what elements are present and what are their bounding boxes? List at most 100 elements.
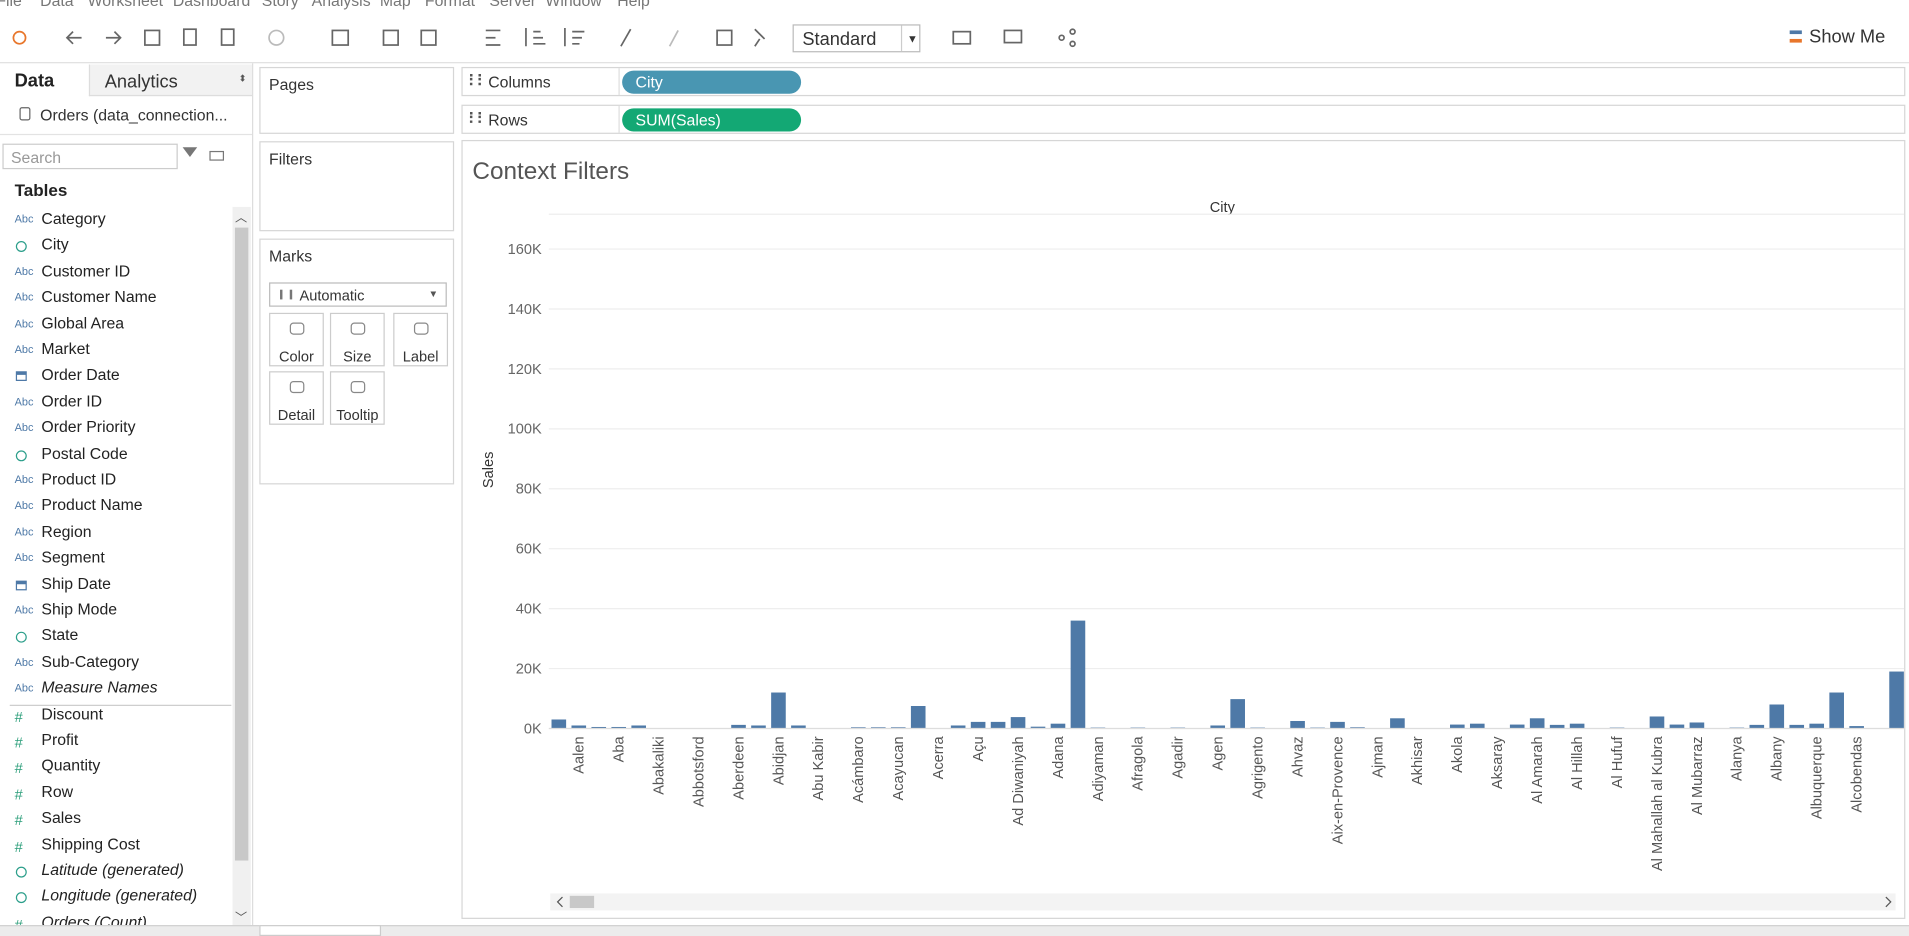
field[interactable]: Measure Names <box>41 678 158 697</box>
field[interactable]: Customer ID <box>41 261 131 280</box>
x-tick-label: Al Hillah <box>1570 736 1586 790</box>
analytics-tab[interactable]: Analytics <box>104 71 178 93</box>
y-axis-title: Sales <box>481 452 497 489</box>
menu-item[interactable]: Story <box>261 0 299 10</box>
field[interactable]: Customer Name <box>41 287 157 306</box>
field[interactable]: Order Date <box>41 365 120 384</box>
field[interactable]: Segment <box>41 547 105 567</box>
toolbar: Standard ▼ Show Me <box>0 12 1909 64</box>
field[interactable]: Discount <box>41 704 103 723</box>
field[interactable]: Ship Date <box>41 574 111 593</box>
field[interactable]: Quantity <box>41 756 101 775</box>
field[interactable]: Row <box>41 782 74 801</box>
mark-button[interactable]: Label <box>393 312 449 367</box>
mark-button-label: Tooltip <box>336 406 379 424</box>
menu-item[interactable]: Help <box>617 0 650 10</box>
dropdown-arrow: ▼ <box>428 288 439 300</box>
field[interactable]: State <box>41 626 79 645</box>
menu-item[interactable]: Analysis <box>311 0 371 10</box>
source-icon <box>19 107 31 121</box>
mark-button[interactable]: Tooltip <box>329 371 385 425</box>
bar <box>1569 723 1585 729</box>
x-axis-title: City <box>1210 200 1236 216</box>
menu-item[interactable]: File <box>0 0 22 10</box>
field[interactable]: Latitude (generated) <box>41 860 184 879</box>
field-icon: Abc <box>14 603 34 616</box>
mark-button[interactable]: Size <box>329 312 385 367</box>
field[interactable]: City <box>41 235 69 254</box>
sheet-tab[interactable] <box>259 925 382 936</box>
field[interactable]: Region <box>41 521 92 541</box>
x-tick-label: Agadir <box>1171 736 1187 778</box>
y-tick-label: 40K <box>516 601 542 617</box>
search-box[interactable]: Search <box>2 143 178 170</box>
field[interactable]: Longitude (generated) <box>41 886 198 905</box>
bar <box>1070 620 1086 729</box>
x-tick-label: Albuquerque <box>1810 736 1826 819</box>
field[interactable]: Ship Mode <box>41 600 118 619</box>
date-icon <box>15 371 27 382</box>
scroll-left <box>556 896 563 908</box>
show-me-button[interactable]: Show Me <box>1789 26 1886 48</box>
scroll-down[interactable]: ﹀ <box>234 911 248 926</box>
menu-item[interactable]: Data <box>40 0 74 10</box>
menu-item[interactable]: Worksheet <box>87 0 164 10</box>
x-tick-label: Al Mahallah al Kubra <box>1650 736 1666 872</box>
data-source[interactable]: Orders (data_connection... <box>40 105 228 125</box>
menu-item[interactable]: Server <box>489 0 537 10</box>
field[interactable]: Product ID <box>41 469 117 489</box>
bar <box>1010 717 1026 729</box>
scroll-right <box>1885 896 1892 908</box>
field[interactable]: Profit <box>41 730 79 749</box>
bar <box>1549 724 1565 729</box>
y-tick-label: 80K <box>516 482 542 498</box>
field[interactable]: Market <box>41 339 90 358</box>
x-tick-label: Aberdeen <box>731 736 747 799</box>
bar <box>1889 671 1904 729</box>
bar <box>1649 716 1665 729</box>
mark-button[interactable]: Color <box>269 312 324 367</box>
fit-dropdown[interactable]: Standard ▼ <box>792 24 921 53</box>
bar <box>1529 718 1545 729</box>
mark-button-label: Color <box>278 348 314 366</box>
field-icon: Abc <box>14 525 34 538</box>
field[interactable]: Order Priority <box>41 417 136 436</box>
bar <box>1689 722 1705 729</box>
tab-strip <box>0 925 1909 936</box>
bars: Aalen Aba Abakaliki Abbotsford Aberdeen Abidj… <box>551 620 1904 872</box>
field-icon: Abc <box>14 473 34 486</box>
x-tick-label: Adana <box>1051 736 1067 779</box>
field-icon: # <box>14 733 23 751</box>
field-icon: Abc <box>14 265 34 278</box>
h-scroll-thumb[interactable] <box>569 895 595 909</box>
geo-icon <box>15 892 27 904</box>
field[interactable]: Sales <box>41 808 81 827</box>
menu-item[interactable]: Map <box>379 0 411 10</box>
show-me-label: Show Me <box>1809 26 1886 48</box>
menu-item[interactable]: Format <box>424 0 476 10</box>
pane-scroll-thumb[interactable] <box>234 227 249 861</box>
field[interactable]: Sub-Category <box>41 652 140 671</box>
menu-item[interactable]: Dashboard <box>172 0 251 10</box>
filter-icon[interactable] <box>182 147 198 158</box>
field[interactable]: Category <box>41 209 106 228</box>
field[interactable]: Product Name <box>41 495 143 515</box>
field[interactable]: Global Area <box>41 313 125 332</box>
marks-card: Marks Automatic ▼ Color Size Label Detail Toolt… <box>259 238 455 485</box>
h-scrollbar <box>550 893 1896 911</box>
bar <box>731 724 746 729</box>
pill[interactable]: SUM(Sales) <box>622 108 802 132</box>
scroll-up[interactable]: ︿ <box>234 211 248 226</box>
menu-item[interactable]: Window <box>545 0 602 10</box>
view-icon[interactable] <box>209 150 225 161</box>
mark-button[interactable]: Detail <box>269 371 324 425</box>
geo-icon <box>15 632 27 644</box>
field[interactable]: Order ID <box>41 391 103 410</box>
bar <box>950 725 966 729</box>
field[interactable]: Shipping Cost <box>41 834 140 853</box>
bar <box>1230 699 1245 729</box>
pill[interactable]: City <box>622 70 802 94</box>
field[interactable]: Postal Code <box>41 443 128 463</box>
mark-type-dropdown[interactable]: Automatic ▼ <box>269 282 447 307</box>
data-tab[interactable]: Data <box>14 70 55 92</box>
